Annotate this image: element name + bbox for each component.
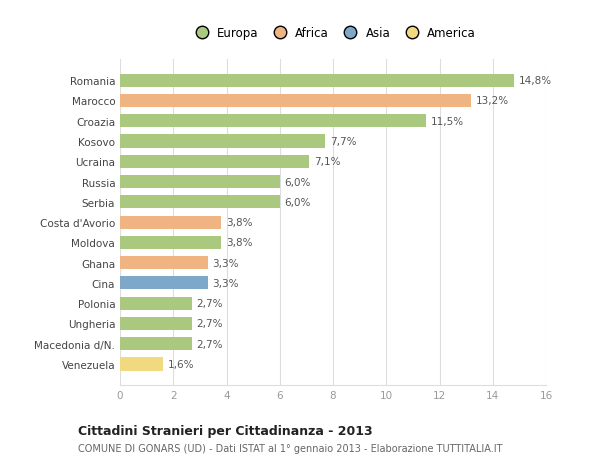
Text: 7,7%: 7,7%: [330, 137, 356, 147]
Bar: [120, 257, 208, 269]
Text: 13,2%: 13,2%: [476, 96, 509, 106]
Text: 11,5%: 11,5%: [431, 117, 464, 127]
Bar: [120, 135, 325, 148]
Text: 3,3%: 3,3%: [212, 258, 239, 268]
Text: 6,0%: 6,0%: [284, 197, 311, 207]
Text: 3,8%: 3,8%: [226, 218, 253, 228]
Bar: [120, 115, 426, 128]
Legend: Europa, Africa, Asia, America: Europa, Africa, Asia, America: [187, 23, 479, 43]
Bar: [120, 74, 514, 88]
Text: 7,1%: 7,1%: [314, 157, 340, 167]
Bar: [120, 277, 208, 290]
Bar: [120, 317, 192, 330]
Text: 2,7%: 2,7%: [197, 319, 223, 329]
Bar: [120, 236, 221, 249]
Bar: [120, 95, 472, 108]
Bar: [120, 358, 163, 371]
Text: Cittadini Stranieri per Cittadinanza - 2013: Cittadini Stranieri per Cittadinanza - 2…: [78, 424, 373, 437]
Bar: [120, 176, 280, 189]
Bar: [120, 156, 309, 168]
Bar: [120, 297, 192, 310]
Text: 2,7%: 2,7%: [197, 339, 223, 349]
Text: 1,6%: 1,6%: [167, 359, 194, 369]
Text: 3,8%: 3,8%: [226, 238, 253, 248]
Text: 6,0%: 6,0%: [284, 177, 311, 187]
Text: 2,7%: 2,7%: [197, 298, 223, 308]
Text: 14,8%: 14,8%: [519, 76, 552, 86]
Text: 3,3%: 3,3%: [212, 278, 239, 288]
Bar: [120, 337, 192, 351]
Bar: [120, 216, 221, 229]
Bar: [120, 196, 280, 209]
Text: COMUNE DI GONARS (UD) - Dati ISTAT al 1° gennaio 2013 - Elaborazione TUTTITALIA.: COMUNE DI GONARS (UD) - Dati ISTAT al 1°…: [78, 443, 503, 453]
